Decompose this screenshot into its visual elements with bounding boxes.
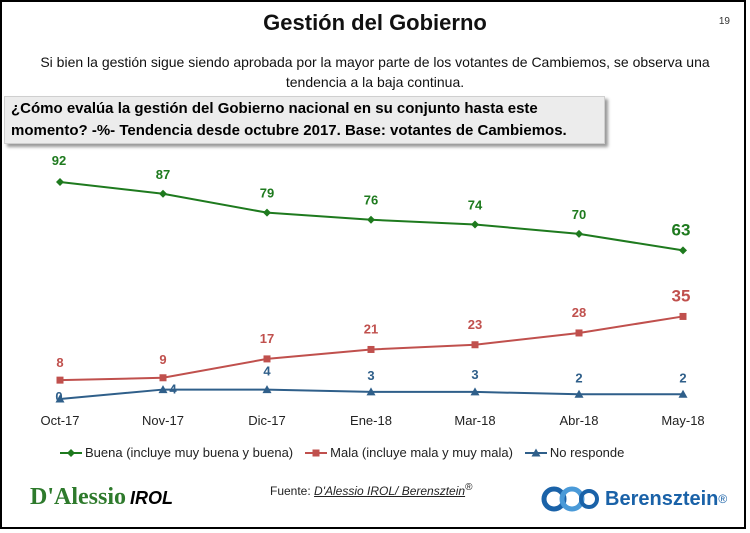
x-tick-label: Oct-17 (40, 413, 79, 428)
data-label: 28 (572, 305, 586, 320)
series-2-point (367, 345, 375, 353)
legend-label: Buena (incluye muy buena y buena) (85, 445, 294, 460)
x-tick-label: May-18 (661, 413, 704, 428)
series-3-point (366, 387, 376, 396)
data-label: 2 (575, 370, 582, 385)
data-label: 3 (367, 368, 374, 383)
data-label: 17 (260, 331, 274, 346)
legend-item-3: No responde (524, 445, 625, 460)
data-label: 76 (364, 193, 378, 208)
legend-marker-icon (524, 448, 547, 456)
series-3-point (158, 385, 168, 394)
source-note: Fuente: D'Alessio IROL/ Berensztein® (270, 482, 472, 498)
question-line-2: momento? -%- Tendencia desde octubre 201… (11, 122, 567, 139)
data-label: 4 (169, 382, 177, 397)
dalessio-irol-logo: D'Alessio IROL (30, 484, 173, 511)
data-label: 0 (55, 389, 62, 404)
series-1-point (263, 208, 271, 217)
data-label: 63 (672, 220, 691, 239)
question-box: ¿Cómo evalúa la gestión del Gobierno nac… (4, 96, 605, 144)
x-tick-label: Mar-18 (454, 413, 495, 428)
legend-item-1: Buena (incluye muy buena y buena) (60, 445, 293, 460)
trend-line-chart: Oct-17 Nov-17 Dic-17 Ene-18 Mar-18 Abr-18 May-… (40, 153, 704, 428)
slide-subtitle: Si bien la gestión sigue siendo aprobada… (20, 52, 730, 92)
legend-label: Mala (incluye mala y muy mala) (330, 445, 513, 460)
series-1-point (56, 178, 64, 186)
x-tick-label: Ene-18 (350, 413, 392, 428)
data-label: 21 (364, 321, 378, 336)
data-label: 4 (263, 364, 271, 379)
x-tick-label: Abr-18 (559, 413, 598, 428)
series-2-point (471, 341, 479, 349)
series-3-point (678, 389, 688, 398)
question-line-1: ¿Cómo evalúa la gestión del Gobierno nac… (11, 100, 538, 117)
data-label: 9 (159, 352, 166, 367)
slide-title: Gestión del Gobierno (263, 10, 487, 35)
series-2-point (575, 329, 583, 337)
series-1-point (679, 246, 687, 255)
source-label: Fuente: (270, 484, 311, 498)
source-registered-mark: ® (465, 482, 473, 493)
data-label: 87 (156, 167, 170, 182)
source-text: D'Alessio IROL/ Berensztein (314, 484, 466, 498)
subtitle-line-2: tendencia a la baja continua. (285, 74, 465, 90)
page-number: 19 (718, 16, 730, 27)
chart-legend: Buena (incluye muy buena y buena) Mala (i… (60, 445, 636, 462)
x-tick-label: Nov-17 (142, 413, 184, 428)
data-label: 23 (468, 317, 482, 332)
series-3-point (262, 385, 272, 394)
series-1-point (471, 220, 479, 229)
berensztein-registered-mark: ® (718, 492, 728, 506)
legend-marker-icon (305, 449, 328, 456)
data-label: 79 (260, 186, 274, 201)
x-tick-label: Dic-17 (248, 413, 286, 428)
data-label: 8 (56, 355, 63, 370)
data-label: 74 (468, 197, 483, 212)
series-3-point (55, 394, 65, 403)
data-label: 92 (52, 153, 66, 168)
series-2-point (679, 312, 687, 320)
series-2-point (159, 374, 167, 382)
series-3-point (470, 387, 480, 396)
legend-marker-icon (60, 448, 82, 457)
data-label: 3 (471, 367, 478, 382)
series-1-point (367, 215, 375, 224)
dalessio-logo-sub: IROL (130, 488, 173, 508)
berensztein-logo: Berensztein ® (541, 486, 727, 512)
berensztein-logo-icon (541, 486, 599, 512)
series-3-point (574, 389, 584, 398)
dalessio-logo-main: D'Alessio (30, 484, 126, 510)
legend-item-2: Mala (incluye mala y muy mala) (305, 445, 513, 460)
series-1-point (159, 189, 167, 198)
data-label: 35 (672, 286, 691, 305)
series-2-point (263, 355, 271, 363)
berensztein-logo-text: Berensztein (605, 487, 719, 510)
subtitle-line-1: Si bien la gestión sigue siendo aprobada… (40, 54, 710, 70)
series-2-point (56, 376, 64, 384)
data-label: 70 (572, 207, 586, 222)
series-1-point (575, 229, 583, 238)
legend-label: No responde (549, 445, 625, 460)
data-label: 2 (679, 370, 686, 385)
